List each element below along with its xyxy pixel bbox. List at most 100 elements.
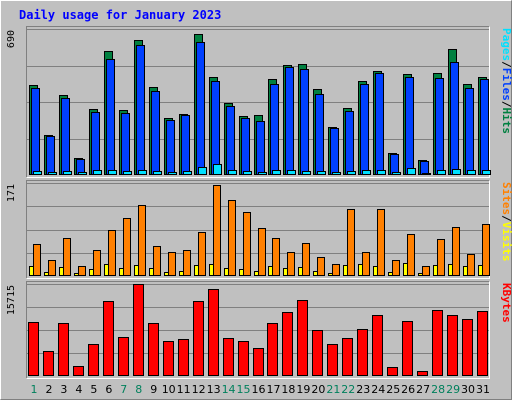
- panel-bot: [26, 281, 490, 379]
- files-bar: [61, 98, 70, 175]
- files-bar: [270, 84, 279, 175]
- kbytes-bar: [357, 329, 368, 376]
- x-tick-label: 26: [401, 383, 415, 396]
- sites-bar: [302, 243, 310, 276]
- sites-bar: [347, 209, 355, 276]
- legend-top-item: Pages: [500, 28, 512, 61]
- pages-bar: [437, 170, 446, 175]
- files-bar: [390, 154, 399, 175]
- sites-bar: [467, 254, 475, 276]
- files-bar: [300, 69, 309, 175]
- files-bar: [480, 79, 489, 175]
- pages-bar: [362, 170, 371, 175]
- files-bar: [435, 78, 444, 175]
- legend-mid-item: Visits: [500, 222, 512, 262]
- files-bar: [450, 62, 459, 175]
- pages-bar: [63, 171, 72, 175]
- sites-bar: [153, 246, 161, 276]
- pages-bar: [153, 171, 162, 175]
- kbytes-bar: [118, 337, 129, 376]
- kbytes-bar: [178, 339, 189, 376]
- sites-bar: [138, 205, 146, 276]
- files-bar: [166, 120, 175, 175]
- panel-top: [26, 26, 491, 178]
- kbytes-bar: [253, 348, 264, 376]
- panel-top-border-light: [26, 26, 490, 178]
- x-tick-label: 12: [192, 383, 206, 396]
- legend-mid: Sites/Visits: [500, 182, 512, 262]
- pages-bar: [467, 170, 476, 175]
- y-max-label-bot: 15715: [6, 285, 17, 315]
- kbytes-bar: [133, 284, 144, 376]
- kbytes-bar: [342, 338, 353, 376]
- x-tick-label: 13: [207, 383, 221, 396]
- kbytes-bar: [223, 338, 234, 376]
- x-tick-label: 21: [326, 383, 340, 396]
- files-bar: [151, 91, 160, 175]
- legend-bot: KBytes: [500, 283, 512, 323]
- sites-bar: [33, 244, 41, 276]
- files-bar: [196, 42, 205, 175]
- kbytes-bar: [58, 323, 69, 376]
- kbytes-bar: [297, 300, 308, 376]
- pages-bar: [138, 170, 147, 175]
- pages-bar: [482, 170, 491, 175]
- x-tick-label: 29: [446, 383, 460, 396]
- kbytes-bar: [417, 371, 428, 376]
- files-bar: [285, 67, 294, 175]
- x-tick-label: 7: [120, 383, 127, 396]
- chart-title: Daily usage for January 2023: [19, 8, 221, 22]
- sites-bar: [78, 266, 86, 276]
- panel-bot-border-dark: [26, 281, 490, 379]
- kbytes-bar: [103, 301, 114, 376]
- pages-bar: [302, 171, 311, 175]
- legend-top-item: /: [500, 61, 512, 68]
- pages-bar: [452, 169, 461, 175]
- files-bar: [345, 111, 354, 175]
- pages-bar: [347, 171, 356, 175]
- legend-top: Pages/Files/Hits: [500, 28, 512, 134]
- panel-bot-border-light: [26, 281, 490, 379]
- pages-bar: [422, 173, 431, 175]
- sites-bar: [317, 257, 325, 276]
- kbytes-bar: [148, 323, 159, 376]
- kbytes-bar: [43, 351, 54, 376]
- x-tick-label: 18: [281, 383, 295, 396]
- files-bar: [420, 161, 429, 175]
- y-max-label-top: 690: [6, 30, 17, 48]
- kbytes-bar: [208, 289, 219, 376]
- kbytes-bar: [238, 341, 249, 376]
- sites-bar: [377, 209, 385, 276]
- sites-bar: [452, 227, 460, 276]
- x-tick-label: 3: [60, 383, 67, 396]
- x-tick-label: 4: [75, 383, 82, 396]
- sites-bar: [108, 230, 116, 276]
- sites-bar: [437, 239, 445, 276]
- x-tick-label: 20: [311, 383, 325, 396]
- x-tick-label: 27: [416, 383, 430, 396]
- legend-bot-item: KBytes: [500, 283, 512, 323]
- sites-bar: [213, 185, 221, 276]
- files-bar: [375, 73, 384, 175]
- sites-bar: [422, 266, 430, 276]
- pages-bar: [33, 171, 42, 175]
- pages-bar: [332, 172, 341, 175]
- pages-bar: [228, 170, 237, 175]
- files-bar: [315, 94, 324, 175]
- x-tick-label: 11: [177, 383, 191, 396]
- kbytes-bar: [432, 310, 443, 376]
- files-bar: [226, 106, 235, 175]
- x-tick-label: 23: [356, 383, 370, 396]
- pages-bar: [377, 170, 386, 175]
- x-tick-label: 30: [461, 383, 475, 396]
- pages-bar: [243, 171, 252, 175]
- x-tick-label: 14: [222, 383, 236, 396]
- pages-bar: [258, 172, 267, 175]
- files-bar: [256, 121, 265, 175]
- legend-top-item: Files: [500, 68, 512, 101]
- sites-bar: [362, 252, 370, 276]
- sites-bar: [392, 260, 400, 276]
- kbytes-bar: [282, 312, 293, 376]
- files-bar: [241, 118, 250, 175]
